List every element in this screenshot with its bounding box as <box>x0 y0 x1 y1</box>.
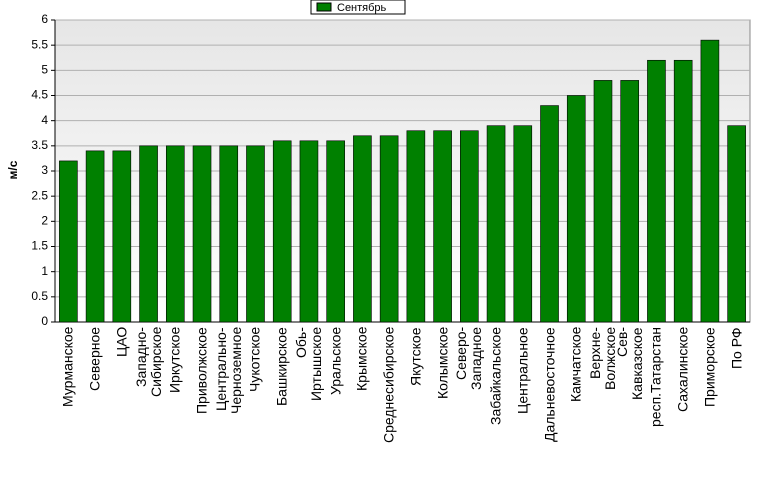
x-tick-label: По РФ <box>728 327 745 369</box>
x-tick-label: Сахалинское <box>674 327 691 413</box>
x-tick-label: Башкирское <box>273 327 290 406</box>
y-tick-label: 5.5 <box>31 37 48 51</box>
x-tick-label: Приволжское <box>193 327 210 414</box>
y-tick-label: 0.5 <box>31 289 48 303</box>
x-tick-label: респ.Татарстан <box>647 327 664 428</box>
x-tick-label: Северо- Западное <box>453 327 485 391</box>
bar <box>700 39 720 323</box>
y-tick-label: 5 <box>41 63 48 77</box>
legend-swatch <box>316 2 332 12</box>
bar <box>112 150 132 323</box>
bar <box>433 130 452 323</box>
bar <box>460 130 479 323</box>
bar <box>192 145 212 323</box>
x-tick-label: Центральное <box>514 327 531 414</box>
bar <box>139 145 158 323</box>
bar <box>299 140 319 323</box>
x-tick-label: Чукотское <box>246 327 263 393</box>
bar <box>593 80 613 323</box>
x-tick-label: Забайкальское <box>487 327 504 426</box>
x-tick-label: Западно- Сибирское <box>132 327 164 398</box>
x-tick-label: Сев- Кавказское <box>613 327 645 400</box>
bar <box>406 130 426 323</box>
bar <box>246 145 265 323</box>
y-tick-label: 1 <box>41 264 48 278</box>
legend-label: Сентябрь <box>337 2 387 14</box>
x-tick-label: Мурманское <box>59 327 76 408</box>
x-tick-label: Среднесибирское <box>380 327 397 444</box>
y-tick-label: 4.5 <box>31 88 48 102</box>
x-tick-label: Камчатское <box>567 327 584 403</box>
bar <box>540 105 559 323</box>
bar <box>513 125 533 323</box>
y-tick-label: 1.5 <box>31 239 48 253</box>
bar <box>379 135 399 323</box>
y-tick-label: 6 <box>41 12 48 26</box>
bar <box>620 80 640 323</box>
x-tick-label: ЦАО <box>113 327 130 358</box>
bar <box>727 125 746 323</box>
bar <box>673 59 693 323</box>
y-axis-label: м/с <box>6 160 20 179</box>
x-tick-label: Обь- Иртышское <box>292 327 324 402</box>
x-tick-label: Иркутское <box>166 327 183 394</box>
y-tick-label: 4 <box>41 113 48 127</box>
bar <box>326 140 345 323</box>
bar <box>486 125 506 323</box>
x-tick-label: Уральское <box>327 327 344 396</box>
bar <box>272 140 292 323</box>
bar <box>647 59 666 323</box>
y-tick-label: 0 <box>41 314 48 328</box>
bar <box>165 145 185 323</box>
x-tick-label: Крымское <box>353 327 370 392</box>
bar <box>85 150 105 323</box>
y-tick-label: 2 <box>41 214 48 228</box>
y-tick-label: 3 <box>41 163 48 177</box>
x-tick-label: Колымское <box>434 327 451 400</box>
x-tick-label: Дальневосточное <box>541 327 558 442</box>
y-tick-label: 2.5 <box>31 188 48 202</box>
x-tick-label: Центрально- Черноземное <box>212 327 244 415</box>
bar <box>353 135 372 323</box>
x-tick-label: Якутское <box>407 327 424 386</box>
x-tick-label: Приморское <box>701 327 718 407</box>
legend-box <box>310 0 406 15</box>
bar <box>566 95 586 323</box>
bar <box>59 160 78 323</box>
y-tick-label: 3.5 <box>31 138 48 152</box>
bar <box>219 145 239 323</box>
x-tick-label: Северное <box>86 327 103 392</box>
